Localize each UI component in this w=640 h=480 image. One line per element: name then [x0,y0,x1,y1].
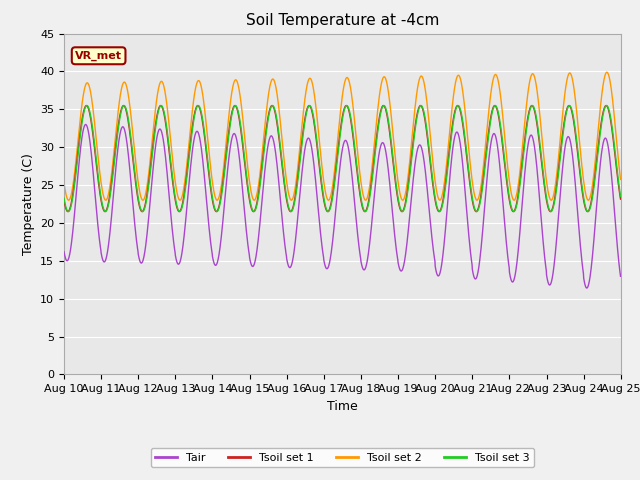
Text: VR_met: VR_met [75,51,122,61]
X-axis label: Time: Time [327,400,358,413]
Y-axis label: Temperature (C): Temperature (C) [22,153,35,255]
Title: Soil Temperature at -4cm: Soil Temperature at -4cm [246,13,439,28]
Legend: Tair, Tsoil set 1, Tsoil set 2, Tsoil set 3: Tair, Tsoil set 1, Tsoil set 2, Tsoil se… [150,448,534,467]
